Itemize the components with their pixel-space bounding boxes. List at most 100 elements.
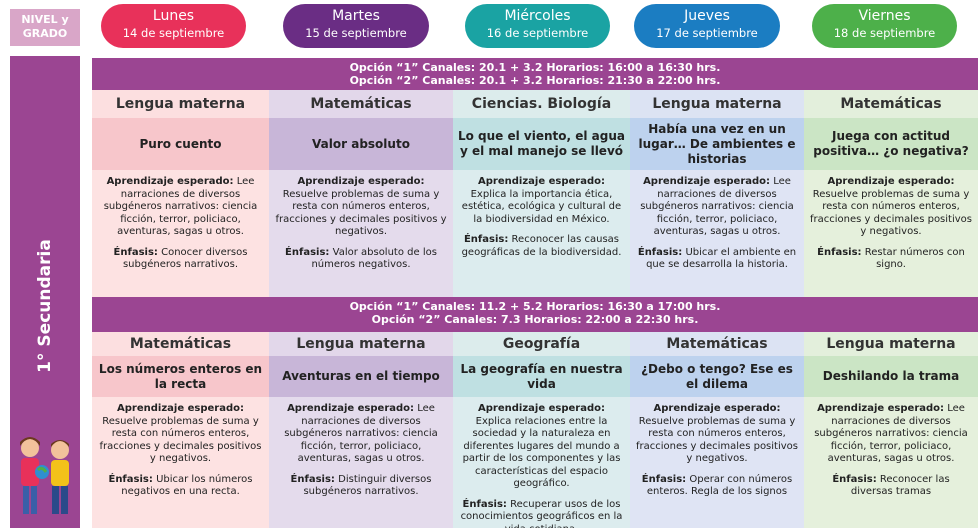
enfasis-label: Énfasis:: [290, 473, 335, 485]
subject-cell: Geografía: [453, 332, 630, 356]
enfasis-text: Recuperar usos de los conocimientos geog…: [460, 498, 623, 528]
lesson-title: Valor absoluto: [269, 118, 453, 170]
aprendizaje-text: Resuelve problemas de suma y resta con n…: [636, 415, 798, 465]
students-illustration-icon: [20, 437, 69, 514]
subject-cell: Matemáticas: [92, 332, 269, 356]
aprendizaje-esperado: Aprendizaje esperado: Resuelve problemas…: [810, 176, 972, 239]
lesson-description: Aprendizaje esperado: Resuelve problemas…: [92, 397, 269, 528]
lesson-title: Los números enteros en la recta: [92, 356, 269, 397]
lesson-description: Aprendizaje esperado: Resuelve problemas…: [630, 397, 804, 528]
lesson-title: ¿Debo o tengo? Ese es el dilema: [630, 356, 804, 397]
day-date: 18 de septiembre: [833, 26, 936, 40]
day-date: 16 de septiembre: [486, 26, 589, 40]
aprendizaje-text: Resuelve problemas de suma y resta con n…: [275, 188, 447, 238]
lesson-title: Había una vez en un lugar… De ambientes …: [630, 118, 804, 170]
aprendizaje-label: Aprendizaje esperado:: [106, 176, 234, 187]
aprendizaje-text: Lee narraciones de diversos subgéneros n…: [284, 403, 438, 464]
lesson-title: Juega con actitud positiva… ¿o negativa?: [804, 118, 978, 170]
enfasis-label: Énfasis:: [108, 473, 153, 485]
enfasis-label: Énfasis:: [113, 246, 158, 258]
enfasis: Énfasis: Ubicar el ambiente en que se de…: [636, 247, 798, 272]
lesson-description: Aprendizaje esperado: Resuelve problemas…: [269, 170, 453, 297]
subject-cell: Lengua materna: [630, 90, 804, 118]
enfasis: Énfasis: Valor absoluto de los números n…: [275, 247, 447, 272]
day-name: Viernes: [858, 8, 911, 24]
day-name: Lunes: [152, 8, 195, 24]
day-date: 15 de septiembre: [305, 26, 407, 40]
subject-cell: Lengua materna: [269, 332, 453, 356]
aprendizaje-esperado: Aprendizaje esperado: Lee narraciones de…: [636, 176, 798, 239]
lesson-title: La geografía en nuestra vida: [453, 356, 630, 397]
schedule-band: Opción “1” Canales: 11.2 + 5.2 Horarios:…: [92, 297, 978, 332]
aprendizaje-esperado: Aprendizaje esperado: Resuelve problemas…: [275, 176, 447, 239]
enfasis: Énfasis: Reconocer las diversas tramas: [810, 474, 972, 499]
aprendizaje-label: Aprendizaje esperado:: [827, 176, 955, 187]
subject-cell: Matemáticas: [269, 90, 453, 118]
aprendizaje-esperado: Aprendizaje esperado: Resuelve problemas…: [98, 403, 263, 466]
enfasis-text: Operar con números enteros. Regla de los…: [646, 473, 793, 498]
lesson-description: Aprendizaje esperado: Lee narraciones de…: [804, 397, 978, 528]
aprendizaje-esperado: Aprendizaje esperado: Explica la importa…: [459, 176, 624, 226]
day-name: Jueves: [684, 8, 730, 24]
enfasis-text: Distinguir diversos subgéneros narrativo…: [303, 473, 432, 498]
lesson-description: Aprendizaje esperado: Lee narraciones de…: [630, 170, 804, 297]
aprendizaje-esperado: Aprendizaje esperado: Explica relaciones…: [459, 403, 624, 491]
lesson-title: Lo que el viento, el agua y el mal manej…: [453, 118, 630, 170]
aprendizaje-text: Resuelve problemas de suma y resta con n…: [99, 415, 262, 465]
enfasis-text: Reconocer las diversas tramas: [850, 473, 950, 498]
aprendizaje-esperado: Aprendizaje esperado: Resuelve problemas…: [636, 403, 798, 466]
grade-label: 1° Secundaria: [35, 239, 55, 373]
aprendizaje-text: Lee narraciones de diversos subgéneros n…: [640, 176, 794, 237]
lesson-description: Aprendizaje esperado: Lee narraciones de…: [92, 170, 269, 297]
lesson-description: Aprendizaje esperado: Resuelve problemas…: [804, 170, 978, 297]
enfasis: Énfasis: Ubicar los números negativos en…: [98, 474, 263, 499]
subject-cell: Matemáticas: [630, 332, 804, 356]
enfasis: Énfasis: Reconocer las causas geográfica…: [459, 234, 624, 259]
aprendizaje-esperado: Aprendizaje esperado: Lee narraciones de…: [810, 403, 972, 466]
lesson-description: Aprendizaje esperado: Explica la importa…: [453, 170, 630, 297]
day-name: Miércoles: [504, 8, 571, 24]
day-header-1: Martes 15 de septiembre: [283, 4, 429, 48]
subject-cell: Matemáticas: [804, 90, 978, 118]
aprendizaje-label: Aprendizaje esperado:: [287, 403, 415, 414]
aprendizaje-label: Aprendizaje esperado:: [817, 403, 945, 414]
option-1-schedule: Opción “1” Canales: 11.2 + 5.2 Horarios:…: [349, 300, 721, 313]
lesson-title: Aventuras en el tiempo: [269, 356, 453, 397]
aprendizaje-label: Aprendizaje esperado:: [653, 403, 781, 414]
aprendizaje-label: Aprendizaje esperado:: [478, 403, 605, 414]
option-1-schedule: Opción “1” Canales: 20.1 + 3.2 Horarios:…: [349, 61, 721, 74]
lesson-title: Deshilando la trama: [804, 356, 978, 397]
enfasis-text: Ubicar los números negativos en una rect…: [121, 473, 253, 498]
option-2-schedule: Opción “2” Canales: 20.1 + 3.2 Horarios:…: [349, 74, 721, 87]
aprendizaje-text: Lee narraciones de diversos subgéneros n…: [103, 176, 258, 237]
aprendizaje-label: Aprendizaje esperado:: [643, 176, 771, 187]
lesson-description: Aprendizaje esperado: Lee narraciones de…: [269, 397, 453, 528]
day-date: 14 de septiembre: [122, 26, 225, 40]
nivel-grado-label: NIVEL y GRADO: [10, 9, 80, 46]
enfasis: Énfasis: Restar números con signo.: [810, 247, 972, 272]
day-header-0: Lunes 14 de septiembre: [101, 4, 246, 48]
enfasis: Énfasis: Operar con números enteros. Reg…: [636, 474, 798, 499]
subject-cell: Ciencias. Biología: [453, 90, 630, 118]
enfasis-text: Conocer diversos subgéneros narrativos.: [122, 246, 248, 271]
aprendizaje-esperado: Aprendizaje esperado: Lee narraciones de…: [275, 403, 447, 466]
enfasis-label: Énfasis:: [462, 498, 507, 510]
lesson-description: Aprendizaje esperado: Explica relaciones…: [453, 397, 630, 528]
enfasis-text: Ubicar el ambiente en que se desarrolla …: [646, 246, 797, 271]
day-header-3: Jueves 17 de septiembre: [634, 4, 780, 48]
aprendizaje-esperado: Aprendizaje esperado: Lee narraciones de…: [98, 176, 263, 239]
enfasis-label: Énfasis:: [641, 473, 687, 485]
enfasis-label: Énfasis:: [637, 246, 683, 258]
enfasis-label: Énfasis:: [285, 246, 330, 258]
aprendizaje-text: Lee narraciones de diversos subgéneros n…: [814, 403, 968, 464]
enfasis: Énfasis: Recuperar usos de los conocimie…: [459, 499, 624, 528]
aprendizaje-text: Explica relaciones entre la sociedad y l…: [462, 415, 621, 490]
enfasis: Énfasis: Distinguir diversos subgéneros …: [275, 474, 447, 499]
aprendizaje-text: Explica la importancia ética, estética, …: [461, 188, 622, 225]
day-name: Martes: [332, 8, 380, 24]
enfasis: Énfasis: Conocer diversos subgéneros nar…: [98, 247, 263, 272]
enfasis-label: Énfasis:: [832, 473, 877, 485]
day-header-4: Viernes 18 de septiembre: [812, 4, 957, 48]
aprendizaje-label: Aprendizaje esperado:: [117, 403, 244, 414]
enfasis-label: Énfasis:: [463, 234, 509, 245]
